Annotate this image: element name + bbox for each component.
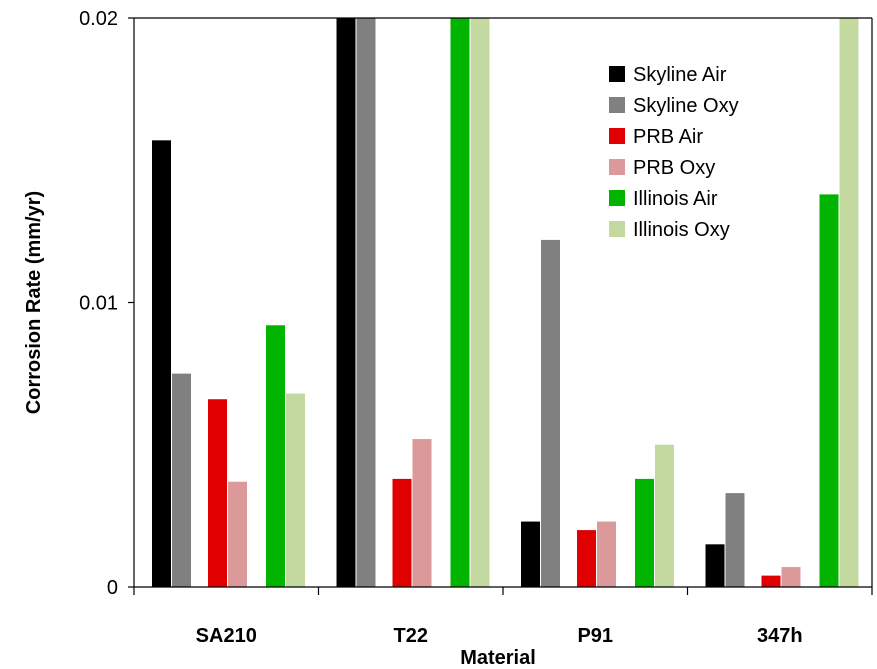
bar-prb-oxy-347h bbox=[781, 567, 801, 587]
bar-illinois-air-sa210 bbox=[266, 325, 285, 587]
bar-prb-oxy-p91 bbox=[597, 521, 616, 587]
legend-label: Skyline Air bbox=[633, 64, 727, 86]
bar-illinois-air-t22 bbox=[450, 18, 470, 587]
x-axis-title: Material bbox=[460, 647, 536, 669]
bar-skyline-oxy-t22 bbox=[356, 18, 376, 587]
legend-swatch bbox=[609, 128, 625, 144]
bar-illinois-oxy-t22 bbox=[470, 18, 490, 587]
bar-prb-oxy-sa210 bbox=[228, 481, 247, 587]
x-tick-label: SA210 bbox=[196, 625, 257, 647]
bar-prb-air-p91 bbox=[577, 530, 596, 587]
y-axis-title: Corrosion Rate (mm/yr) bbox=[23, 191, 45, 414]
bar-skyline-oxy-sa210 bbox=[172, 373, 191, 587]
legend-label: Illinois Oxy bbox=[633, 219, 730, 241]
x-tick-label: 347h bbox=[757, 625, 803, 647]
legend-swatch bbox=[609, 97, 625, 113]
legend-swatch bbox=[609, 190, 625, 206]
y-ticks-group: 0 0.01 0.02 bbox=[79, 8, 134, 599]
bar-skyline-air-347h bbox=[705, 544, 725, 587]
bar-prb-air-sa210 bbox=[208, 399, 227, 587]
y-tick-label: 0.02 bbox=[79, 8, 118, 30]
bar-skyline-air-sa210 bbox=[152, 140, 171, 587]
bar-illinois-air-p91 bbox=[635, 478, 654, 587]
legend-label: Skyline Oxy bbox=[633, 95, 739, 117]
legend-label: PRB Oxy bbox=[633, 157, 715, 179]
x-tick-label: T22 bbox=[394, 625, 428, 647]
bars-group bbox=[152, 18, 859, 587]
y-tick-label: 0 bbox=[107, 577, 118, 599]
bar-illinois-oxy-sa210 bbox=[286, 393, 305, 587]
legend-swatch bbox=[609, 159, 625, 175]
bar-prb-air-347h bbox=[761, 575, 781, 587]
bar-prb-oxy-t22 bbox=[412, 439, 432, 587]
bar-skyline-air-p91 bbox=[521, 521, 540, 587]
legend-swatch bbox=[609, 221, 625, 237]
legend-label: Illinois Air bbox=[633, 188, 718, 210]
legend-label: PRB Air bbox=[633, 126, 703, 148]
y-tick-label: 0.01 bbox=[79, 293, 118, 315]
legend: Skyline Air Skyline Oxy PRB Air PRB Oxy Illi… bbox=[609, 64, 739, 241]
bar-skyline-oxy-p91 bbox=[541, 239, 560, 587]
x-tick-label: P91 bbox=[577, 625, 613, 647]
bar-skyline-air-t22 bbox=[336, 18, 356, 587]
bar-illinois-oxy-347h bbox=[839, 18, 859, 587]
bar-illinois-oxy-p91 bbox=[655, 444, 674, 587]
bar-prb-air-t22 bbox=[392, 478, 412, 587]
x-ticks-group: SA210 T22 P91 347h bbox=[133, 587, 873, 647]
bar-skyline-oxy-347h bbox=[725, 493, 745, 587]
bar-illinois-air-347h bbox=[819, 194, 839, 587]
legend-swatch bbox=[609, 66, 625, 82]
